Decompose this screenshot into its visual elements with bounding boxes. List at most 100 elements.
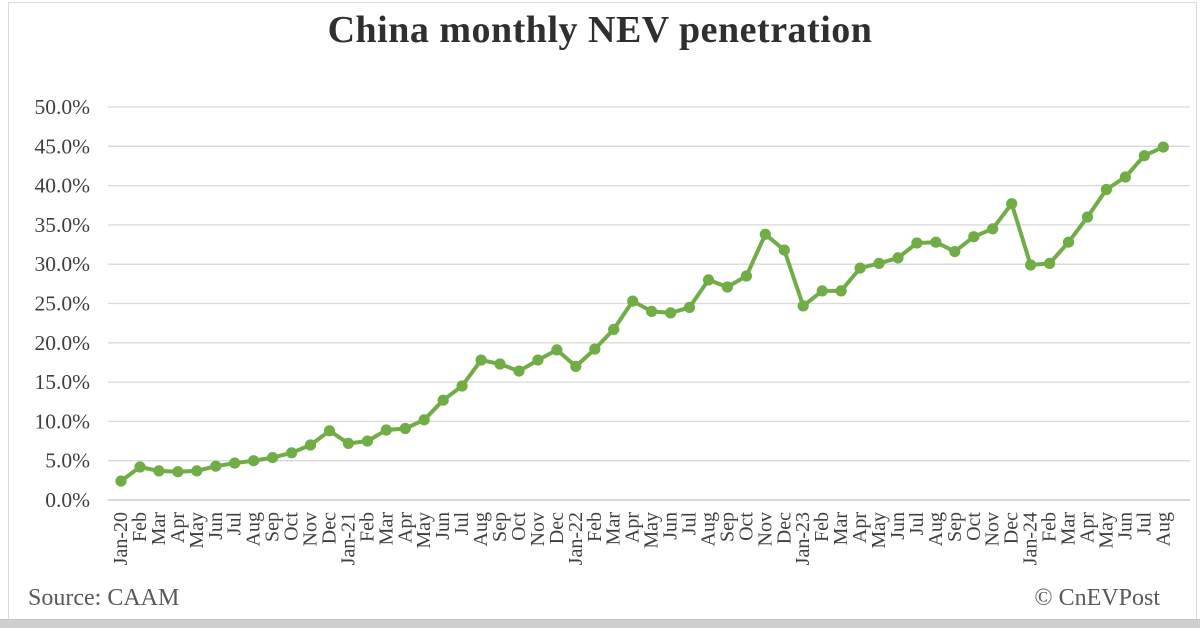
- x-axis-tick-label: Dec: [318, 512, 340, 544]
- data-point: [475, 354, 487, 366]
- data-point: [873, 257, 885, 269]
- x-axis-tick-label: Jan-21: [337, 512, 359, 565]
- x-axis-tick-label: Jul: [451, 512, 473, 536]
- x-axis-tick-label: Nov: [982, 512, 1004, 546]
- data-point: [740, 270, 753, 282]
- data-point: [797, 300, 809, 312]
- x-axis-tick-label: May: [1095, 512, 1117, 549]
- x-axis-tick-label: Dec: [546, 512, 568, 544]
- x-axis-tick-label: Apr: [167, 512, 189, 543]
- data-point: [1119, 171, 1131, 183]
- y-axis-tick-label: 35.0%: [34, 213, 90, 237]
- x-axis-tick-label: Jan-23: [792, 512, 814, 565]
- x-axis-tick-label: Mar: [148, 512, 170, 546]
- x-axis-tick-label: Apr: [622, 512, 644, 543]
- data-point: [702, 274, 715, 286]
- x-axis-tick-label: Feb: [356, 512, 378, 542]
- x-axis-tick-label: Aug: [925, 512, 947, 546]
- x-axis-tick-label: Jan-20: [110, 512, 132, 565]
- data-point: [323, 425, 336, 437]
- x-axis-tick-label: Nov: [527, 512, 549, 546]
- x-axis-tick-label: Jul: [224, 512, 246, 536]
- data-point: [418, 414, 430, 426]
- x-axis-tick-label: Apr: [849, 512, 871, 543]
- source-label: Source: CAAM: [28, 585, 180, 611]
- x-axis-tick-label: Nov: [754, 512, 776, 546]
- y-axis-tick-label: 20.0%: [34, 331, 90, 355]
- x-axis-tick-label: Jan-22: [565, 512, 587, 565]
- data-point: [172, 466, 184, 478]
- x-axis-tick-label: May: [868, 512, 890, 549]
- x-axis-tick-label: Jul: [679, 512, 701, 536]
- x-axis-tick-label: Oct: [963, 512, 985, 541]
- x-axis-tick-label: Feb: [584, 512, 606, 542]
- x-axis-tick-label: Oct: [508, 512, 530, 541]
- x-axis-tick-label: Jun: [432, 512, 454, 540]
- x-axis-tick-label: May: [186, 512, 208, 549]
- data-point: [627, 295, 639, 307]
- data-point: [286, 447, 298, 459]
- x-axis-tick-label: Mar: [603, 512, 625, 546]
- data-point: [683, 301, 696, 313]
- x-axis-tick-label: Sep: [944, 512, 966, 542]
- x-axis-tick-label: Sep: [489, 512, 511, 542]
- data-point: [210, 460, 222, 472]
- data-point: [1006, 198, 1018, 210]
- y-axis-tick-label: 15.0%: [34, 370, 90, 394]
- x-axis-tick-label: Mar: [830, 512, 852, 546]
- chart-title: China monthly NEV penetration: [327, 9, 873, 51]
- data-point: [892, 252, 904, 264]
- x-axis-tick-label: Oct: [281, 512, 303, 541]
- x-axis-tick-label: Aug: [470, 512, 492, 546]
- data-point: [759, 228, 771, 240]
- x-axis-tick-label: Dec: [773, 512, 795, 544]
- data-point: [911, 237, 923, 249]
- x-axis-tick-label: Dec: [1001, 512, 1023, 544]
- x-axis-tick-label: May: [641, 512, 663, 549]
- data-point: [342, 437, 354, 449]
- data-point: [1062, 236, 1075, 248]
- y-axis-tick-label: 10.0%: [34, 409, 90, 433]
- data-point: [1138, 150, 1150, 162]
- x-axis-tick-label: Sep: [262, 512, 284, 542]
- data-point: [949, 246, 961, 258]
- x-axis-tick-label: Jul: [906, 512, 928, 536]
- data-point: [399, 422, 411, 435]
- x-axis-tick-label: Feb: [129, 512, 151, 542]
- data-point: [191, 465, 203, 477]
- y-axis-tick-label: 40.0%: [34, 174, 90, 198]
- data-point: [1157, 141, 1169, 153]
- x-axis-tick-label: Nov: [300, 512, 322, 546]
- data-point: [551, 344, 563, 356]
- x-axis-tick-label: Jun: [887, 512, 909, 540]
- x-axis-tick-label: Apr: [1076, 512, 1098, 543]
- data-point: [1025, 259, 1037, 271]
- x-axis-tick-label: Feb: [811, 512, 833, 542]
- x-axis-tick-label: Aug: [1152, 512, 1174, 546]
- data-point: [608, 323, 620, 335]
- data-point: [930, 236, 942, 248]
- data-point: [304, 439, 317, 451]
- data-point: [646, 305, 658, 317]
- data-point: [1081, 211, 1094, 223]
- data-point: [721, 281, 734, 293]
- data-point: [134, 461, 146, 473]
- x-axis-tick-label: Oct: [735, 512, 757, 541]
- data-point: [380, 424, 392, 436]
- data-point: [816, 285, 828, 297]
- nev-penetration-series-line: [119, 145, 1166, 484]
- data-point: [1044, 257, 1056, 269]
- data-point: [778, 244, 790, 256]
- data-point: [968, 231, 980, 243]
- x-axis-tick-label: Apr: [394, 512, 416, 543]
- y-axis-tick-label: 5.0%: [45, 449, 90, 473]
- y-axis-tick-label: 30.0%: [34, 252, 90, 276]
- data-point: [361, 435, 373, 447]
- data-point: [456, 380, 468, 392]
- data-point: [513, 365, 525, 377]
- x-axis-tick-label: Mar: [1058, 512, 1080, 546]
- data-point: [494, 358, 506, 370]
- data-point: [248, 455, 260, 467]
